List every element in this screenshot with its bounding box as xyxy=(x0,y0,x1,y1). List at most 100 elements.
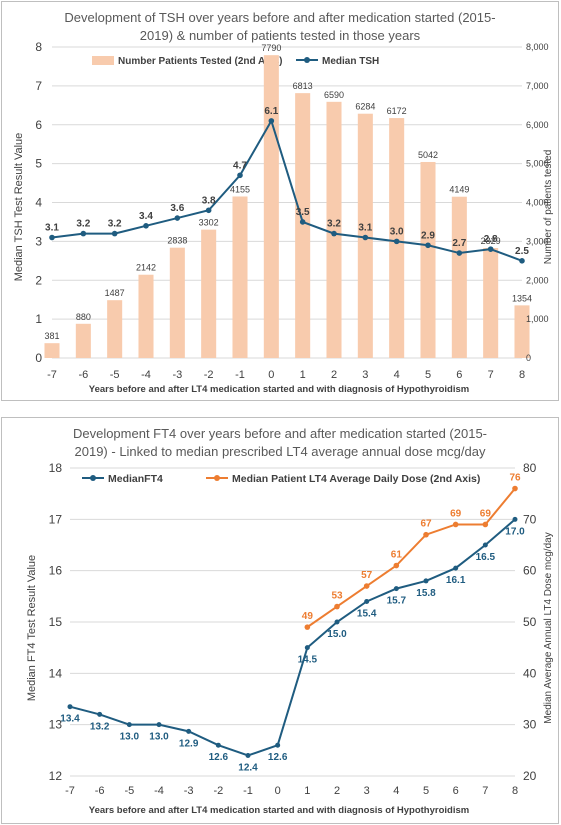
legend-marker-dose xyxy=(214,475,220,481)
tsh-point xyxy=(268,118,275,124)
bar xyxy=(44,343,60,358)
ft4-line xyxy=(69,518,516,757)
dose-line xyxy=(306,487,516,628)
bar xyxy=(389,118,405,358)
tsh-data-label: 4.7 xyxy=(233,160,247,171)
x-tick-label: 4 xyxy=(394,369,400,381)
chart-title-line-1: Development FT4 over years before and af… xyxy=(73,426,487,441)
ft4-data-label: 13.0 xyxy=(120,732,140,743)
tsh-point xyxy=(111,230,118,237)
y2-tick-label: 20 xyxy=(523,769,537,783)
x-tick-label: 7 xyxy=(488,369,494,381)
ft4-data-label: 15.4 xyxy=(357,608,377,619)
ft4-point xyxy=(453,565,459,571)
bar-data-label: 2142 xyxy=(136,263,156,273)
bar-data-label: 2829 xyxy=(481,236,501,246)
ft4-data-label: 13.2 xyxy=(90,721,110,732)
x-tick-label: -2 xyxy=(213,785,223,797)
tsh-point xyxy=(205,207,212,214)
tsh-point xyxy=(393,238,400,245)
dose-point xyxy=(423,531,429,538)
x-tick-label: 3 xyxy=(362,369,368,381)
tsh-point xyxy=(425,242,431,249)
chart-title-line-1: Development of TSH over years before and… xyxy=(64,10,495,25)
tsh-point xyxy=(80,230,87,237)
y2-tick-label: 80 xyxy=(523,461,537,475)
ft4-point xyxy=(245,752,251,758)
dose-point xyxy=(363,583,370,589)
x-tick-label: 0 xyxy=(268,369,274,381)
ft4-point xyxy=(512,516,518,522)
tsh-data-label: 2.7 xyxy=(452,238,466,249)
bar xyxy=(295,93,311,358)
bar xyxy=(483,248,499,358)
ft4-data-label: 12.6 xyxy=(268,752,288,763)
x-tick-label: -6 xyxy=(78,369,88,381)
y2-tick-label: 4,000 xyxy=(526,198,549,208)
legend-label-ft4: MedianFT4 xyxy=(108,473,163,485)
dose-data-label: 69 xyxy=(480,508,492,519)
tsh-point xyxy=(299,219,306,225)
ft4-data-label: 15.8 xyxy=(416,588,436,599)
x-tick-label: 0 xyxy=(275,785,281,797)
y-axis-label: Median FT4 Test Result Value xyxy=(26,555,38,701)
x-tick-label: 8 xyxy=(519,369,525,381)
ft4-point xyxy=(97,711,103,717)
ft4-data-label: 12.9 xyxy=(179,738,199,749)
tsh-data-label: 3.2 xyxy=(108,219,122,230)
tsh-data-label: 3.4 xyxy=(139,211,153,222)
bar xyxy=(232,196,248,358)
x-tick-label: 5 xyxy=(425,369,431,381)
x-tick-label: -5 xyxy=(110,369,120,381)
ft4-data-label: 12.6 xyxy=(209,752,229,763)
dose-point xyxy=(482,521,489,528)
tsh-data-label: 2.9 xyxy=(421,230,435,241)
tsh-chart: Development of TSH over years before and… xyxy=(13,10,554,395)
y2-tick-label: 7,000 xyxy=(526,81,549,91)
y-axis-label: Median TSH Test Result Value xyxy=(13,133,25,282)
bar-data-label: 4149 xyxy=(449,185,469,195)
legend: MedianFT4 Median Patient LT4 Average Dai… xyxy=(82,473,480,485)
line-series: 3.1 3.2 3.2 3.4 3.6 3.8 4.7 6.1 3.5 3.2 3.1 3.0 2.9 2… xyxy=(45,106,529,264)
bar-data-label: 3302 xyxy=(199,218,219,228)
bar-data-label: 4155 xyxy=(230,184,250,194)
x-tick-label: 6 xyxy=(453,785,459,797)
tsh-data-label: 6.1 xyxy=(264,106,278,117)
y2-tick-label: 6,000 xyxy=(526,120,549,130)
y2-tick-label: 70 xyxy=(523,512,537,526)
y2-tick-label: 40 xyxy=(523,666,537,680)
x-tick-label: -7 xyxy=(47,369,57,381)
ft4-data-label: 15.0 xyxy=(327,629,347,640)
bar-data-label: 7790 xyxy=(261,43,281,53)
tsh-data-label: 2.8 xyxy=(484,234,498,245)
x-tick-label: -4 xyxy=(154,785,164,797)
bar-data-label: 6813 xyxy=(293,81,313,91)
x-tick-label: -1 xyxy=(243,785,253,797)
y2-tick-label: 1,000 xyxy=(526,314,549,324)
bar-data-label: 6284 xyxy=(355,102,375,112)
bar xyxy=(138,274,154,358)
x-tick-label: 1 xyxy=(300,369,306,381)
legend-label-bar: Number Patients Tested (2nd Axis) xyxy=(118,56,282,67)
y2-tick-label: 30 xyxy=(523,718,537,732)
x-tick-label: 5 xyxy=(423,785,429,797)
legend-label-line: Median TSH xyxy=(322,56,379,67)
ft4-data-label: 12.4 xyxy=(238,762,258,773)
ft4-point xyxy=(275,742,281,748)
x-axis-label: Years before and after LT4 medication st… xyxy=(89,805,469,816)
tsh-data-label: 3.1 xyxy=(45,222,59,233)
tsh-point xyxy=(487,246,494,252)
dose-point xyxy=(393,562,400,569)
bar-data-label: 880 xyxy=(76,312,91,322)
bar xyxy=(326,101,342,358)
y-tick-label: 0 xyxy=(35,351,42,365)
ft4-point xyxy=(126,722,132,728)
x-tick-label: 2 xyxy=(334,785,340,797)
bar xyxy=(169,247,185,358)
x-tick-label: -7 xyxy=(65,785,75,797)
bar-data-label: 6590 xyxy=(324,90,344,100)
bar-data-label: 2838 xyxy=(167,236,187,246)
line-series: 13.4 13.2 13.0 13.0 12.9 12.6 12.4 12.6 14.5 15.0… xyxy=(60,473,525,774)
tsh-point xyxy=(237,172,243,179)
